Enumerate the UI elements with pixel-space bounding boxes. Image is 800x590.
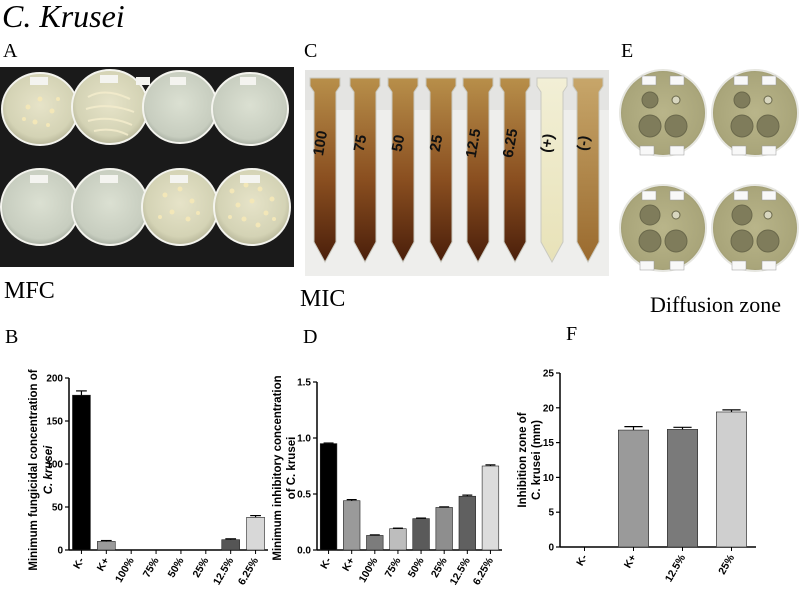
chart-d-ylabel-line1: Minimum inhibitory concentration [272,375,284,560]
chart-f-ylabel-line2: C. krusei (mm) [531,420,543,500]
bar [667,429,698,548]
x-tick-label: K+ [340,556,357,574]
chart-b: Minimum fungicidal concentration of C. k… [28,369,268,587]
tube-label: 100 [310,129,331,157]
bar [221,539,240,551]
panel-f-letter: F [566,323,578,345]
chart-b-ylabel-line2: C. krusei [43,445,55,494]
bar [481,465,500,551]
diffusion-plate-photo [618,58,800,288]
x-tick-label: 12.5% [448,555,474,587]
bar [412,518,430,551]
x-tick-label: 12.5% [663,552,689,584]
chart-d: Minimum inhibitory concentration of C. k… [272,375,502,587]
x-tick-label: 6.25% [471,555,497,587]
x-tick-label: 75% [141,555,162,580]
y-tick-label: 0.5 [297,490,311,501]
bar [319,443,338,551]
bar [458,495,476,551]
y-tick-label: 0.0 [297,546,311,557]
bar [366,535,384,551]
panel-b-letter: B [5,326,19,348]
tube-label: 12.5 [463,127,485,159]
figure-title: C. Krusei [2,0,125,34]
tube-photo: 100 75 50 25 12.5 6.25 (+) (-) [305,70,609,276]
tube-label: 6.25 [500,127,522,159]
bar [435,507,453,551]
tube-label: (+) [538,133,558,154]
chart-f: Inhibition zone of C. krusei (mm) 0 5 10 15… [517,369,756,584]
chart-d-ylabel-line2: of C. krusei [286,437,298,500]
x-tick-label: 50% [166,555,187,580]
x-tick-label: 25% [716,552,737,577]
tube-label: 75 [351,134,371,153]
y-tick-label: 1.5 [297,378,311,389]
bar [716,411,747,548]
petri-dish-photo [0,67,294,267]
panel-e-caption: Diffusion zone [650,292,781,317]
x-tick-label: K+ [95,556,112,574]
x-tick-label: 50% [406,555,427,580]
y-tick-label: 5 [548,508,554,519]
bar [343,500,361,551]
x-tick-label: 75% [383,555,404,580]
panel-d-letter: D [303,326,318,348]
y-tick-label: 1.0 [297,434,311,445]
x-tick-label: K- [574,552,590,568]
bar [72,394,91,551]
bar [246,517,265,551]
panel-c-caption: MIC [300,286,346,312]
y-tick-label: 25 [543,369,555,380]
y-tick-label: 100 [46,460,63,471]
y-tick-label: 0 [548,543,554,554]
panel-a-caption: MFC [4,278,55,304]
tube-label: 25 [427,134,447,153]
bar [389,528,407,551]
x-tick-label: 100% [113,555,137,585]
panel-c-letter: C [304,40,318,62]
x-tick-label: 25% [191,555,212,580]
x-tick-label: K- [318,555,334,571]
bar [97,541,116,551]
y-tick-label: 20 [543,403,555,414]
chart-b-ylabel-line1: Minimum fungicidal concentration of [28,369,40,570]
y-tick-label: 50 [52,503,64,514]
x-tick-label: 100% [357,555,381,585]
x-tick-label: K- [71,555,87,571]
bar [618,429,649,548]
panel-e-letter: E [621,40,634,62]
chart-f-ylabel-line1: Inhibition zone of [517,412,529,507]
y-tick-label: 150 [46,417,63,428]
tube-label: (-) [574,134,593,152]
x-tick-label: 12.5% [211,555,237,587]
panel-a-letter: A [3,40,18,62]
y-tick-label: 10 [543,473,555,484]
y-tick-label: 15 [543,438,555,449]
x-tick-label: K+ [622,553,639,571]
y-tick-label: 0 [57,546,63,557]
x-tick-label: 25% [429,555,450,580]
tube-label: 50 [389,134,409,153]
y-tick-label: 200 [46,374,63,385]
x-tick-label: 6.25% [236,555,262,587]
